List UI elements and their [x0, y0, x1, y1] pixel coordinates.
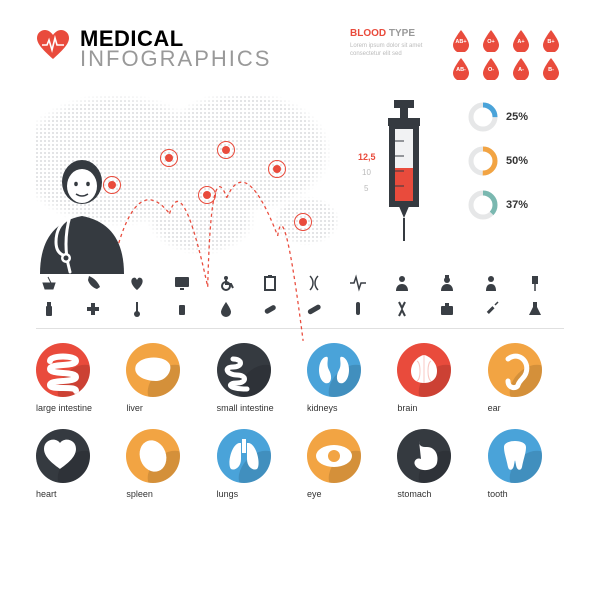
- organ-heart: heart: [36, 429, 112, 499]
- organ-lungs: lungs: [217, 429, 293, 499]
- donut-chart: 25%: [468, 102, 528, 132]
- heart-logo-icon: [36, 30, 70, 60]
- organ-eye: eye: [307, 429, 383, 499]
- kit-icon: [438, 300, 456, 318]
- organ-ear: ear: [488, 343, 564, 413]
- page-title-sub: INFOGRAPHICS: [80, 48, 271, 70]
- organ-brain: brain: [397, 343, 473, 413]
- blood-type-block: BLOOD TYPE Lorem ipsum dolor sit amet co…: [350, 28, 440, 59]
- donut-chart: 37%: [468, 190, 528, 220]
- blood-desc: Lorem ipsum dolor sit amet consectetur e…: [350, 43, 440, 59]
- syringe-chart: 12,5 10 5: [374, 96, 454, 256]
- map-marker-icon: [220, 144, 232, 156]
- map-marker-icon: [297, 216, 309, 228]
- doctor-icon: [393, 274, 411, 292]
- syringe-tick-2: 5: [364, 184, 368, 193]
- organ-label: ear: [488, 403, 564, 413]
- patient-icon: [482, 274, 500, 292]
- organ-tooth: tooth: [488, 429, 564, 499]
- blood-drop-icon: O-: [482, 58, 500, 80]
- organ-stomach: stomach: [397, 429, 473, 499]
- syringe-tick-1: 10: [362, 168, 371, 177]
- organ-label: tooth: [488, 489, 564, 499]
- blood-drop-icon: B+: [542, 30, 560, 52]
- syringe-icon: [482, 300, 500, 318]
- map-marker-icon: [201, 189, 213, 201]
- organ-label: eye: [307, 489, 383, 499]
- world-map: [36, 96, 354, 256]
- blood-drop-icon: B-: [542, 58, 560, 80]
- organ-spleen: spleen: [126, 429, 202, 499]
- blood-drop-icon: AB+: [452, 30, 470, 52]
- blood-type-grid: AB+ O+ A+ B+ AB- O- A- B-: [452, 30, 564, 80]
- blood-title-sub: TYPE: [389, 28, 415, 39]
- donut-charts: 25% 50% 37%: [468, 96, 528, 256]
- blood-drop-icon: A-: [512, 58, 530, 80]
- nurse-icon: [438, 274, 456, 292]
- map-marker-icon: [163, 152, 175, 164]
- blood-title: BLOOD: [350, 28, 386, 39]
- doctor-icon: [30, 154, 140, 274]
- organ-label: brain: [397, 403, 473, 413]
- donut-chart: 50%: [468, 146, 528, 176]
- organ-label: spleen: [126, 489, 202, 499]
- map-marker-icon: [271, 163, 283, 175]
- flask-icon: [526, 300, 544, 318]
- syringe-tick-0: 12,5: [358, 152, 376, 162]
- organ-label: lungs: [217, 489, 293, 499]
- ribbon-icon: [393, 300, 411, 318]
- organ-label: stomach: [397, 489, 473, 499]
- blood-drop-icon: A+: [512, 30, 530, 52]
- blood-drop-icon: AB-: [452, 58, 470, 80]
- title-block: MEDICAL INFOGRAPHICS: [36, 28, 271, 70]
- iv-drip-icon: [526, 274, 544, 292]
- organ-label: heart: [36, 489, 112, 499]
- blood-drop-icon: O+: [482, 30, 500, 52]
